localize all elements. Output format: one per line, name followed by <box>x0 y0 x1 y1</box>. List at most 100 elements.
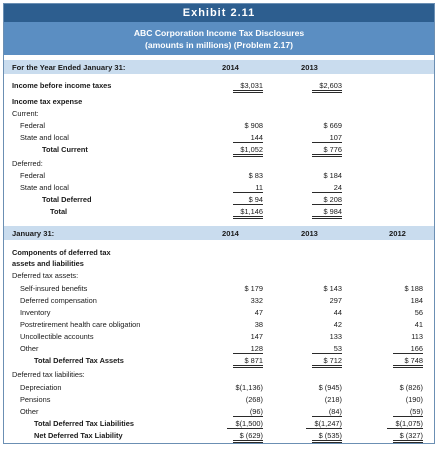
value-2013: $ (535) <box>312 431 342 443</box>
table-row: Self-insured benefits $ 179 $ 143 $ 188 <box>4 283 434 295</box>
value-2012: $ 188 <box>404 284 424 293</box>
value-2014: 47 <box>254 308 263 317</box>
value-2014: $ (629) <box>233 431 263 443</box>
value-2014: 332 <box>250 296 263 305</box>
value-2012: $ (327) <box>393 431 423 443</box>
row-label: Deferred tax liabilities: <box>12 370 85 379</box>
table-row: Income tax expense <box>4 96 434 108</box>
value-2014: 128 <box>233 344 263 354</box>
table-row: Federal $ 908 $ 669 <box>4 120 434 132</box>
table-row: Deferred tax liabilities: <box>4 369 434 381</box>
exhibit-title: Exhibit 2.11 <box>4 4 434 22</box>
row-label: Federal <box>20 121 46 130</box>
table-row: Other 128 53 166 <box>4 343 434 355</box>
value-2013: (84) <box>312 407 342 417</box>
value-2013: 42 <box>333 320 342 329</box>
row-label: Net Deferred Tax Liability <box>34 431 123 440</box>
value-2013: $ 184 <box>323 171 343 180</box>
exhibit-frame: Exhibit 2.11 ABC Corporation Income Tax … <box>3 3 435 444</box>
row-label: Components of deferred tax <box>12 248 111 257</box>
table-caption: ABC Corporation Income Tax Disclosures (… <box>4 22 434 55</box>
value-2013: 297 <box>329 296 342 305</box>
value-2013: (218) <box>324 395 342 404</box>
table-row: Federal $ 83 $ 184 <box>4 170 434 182</box>
row-label: Total Deferred Tax Liabilities <box>34 419 134 428</box>
row-label: Total Deferred Tax Assets <box>34 356 124 365</box>
value-2014: $ 83 <box>248 171 263 180</box>
row-label: Depreciation <box>20 383 62 392</box>
components-title-2: assets and liabilities <box>4 258 434 270</box>
value-2013: 24 <box>312 183 342 193</box>
table-row: State and local 11 24 <box>4 182 434 194</box>
table-row: Pensions (268) (218) (190) <box>4 394 434 406</box>
row-label: Total Current <box>42 145 88 154</box>
row-label: assets and liabilities <box>12 259 84 268</box>
section1-col-2014: 2014 <box>222 63 239 72</box>
value-2012: 166 <box>393 344 423 354</box>
section2-col-2012: 2012 <box>389 229 406 238</box>
value-2012: (190) <box>405 395 423 404</box>
value-2012: 184 <box>410 296 423 305</box>
table-row: Current: <box>4 108 434 120</box>
value-2013: $ 669 <box>323 121 343 130</box>
row-label: Deferred: <box>12 159 43 168</box>
value-2014: $1,146 <box>233 207 263 219</box>
section1-header: For the Year Ended January 31: 2014 2013 <box>4 60 434 74</box>
value-2014: $ 94 <box>233 195 263 205</box>
value-2014: 38 <box>254 320 263 329</box>
row-label: Uncollectible accounts <box>20 332 94 341</box>
section1-header-label: For the Year Ended January 31: <box>12 63 126 72</box>
value-2014: $ 871 <box>233 356 263 368</box>
value-2014: $1,052 <box>233 145 263 157</box>
row-label: Total <box>50 207 68 216</box>
section2-col-2014: 2014 <box>222 229 239 238</box>
table-row: Inventory 47 44 56 <box>4 307 434 319</box>
value-2013: $ 776 <box>312 145 342 157</box>
value-2013: $ 143 <box>323 284 343 293</box>
value-2014: 144 <box>233 133 263 143</box>
table-row: Postretirement health care obligation 38… <box>4 319 434 331</box>
section2-header: January 31: 2014 2013 2012 <box>4 226 434 240</box>
table-row: Depreciation $(1,136) $ (945) $ (826) <box>4 382 434 394</box>
table-row: Deferred tax assets: <box>4 270 434 282</box>
table-row: Income before income taxes $3,031 $2,603 <box>4 80 434 93</box>
table-row: Total Deferred $ 94 $ 208 <box>4 194 434 206</box>
value-2013: $(1,247) <box>306 419 342 429</box>
value-2014: (96) <box>233 407 263 417</box>
value-2013: $ 712 <box>312 356 342 368</box>
row-label: Postretirement health care obligation <box>20 320 141 329</box>
row-label: Other <box>20 407 39 416</box>
table-row: Total Current $1,052 $ 776 <box>4 144 434 157</box>
row-label: Pensions <box>20 395 51 404</box>
table-row: State and local 144 107 <box>4 132 434 144</box>
table-row: Uncollectible accounts 147 133 113 <box>4 331 434 343</box>
table-row: Deferred: <box>4 158 434 170</box>
row-label: Income before income taxes <box>12 81 112 90</box>
caption-line-1: ABC Corporation Income Tax Disclosures <box>133 28 305 38</box>
value-2012: 113 <box>411 332 423 341</box>
value-2014: $ 179 <box>244 284 264 293</box>
table-row: Total Deferred Tax Liabilities $(1,500) … <box>4 418 434 430</box>
section2-col-2013: 2013 <box>301 229 318 238</box>
row-label: Self-insured benefits <box>20 284 88 293</box>
table-row: Total Deferred Tax Assets $ 871 $ 712 $ … <box>4 355 434 368</box>
caption-line-2: (amounts in millions) (Problem 2.17) <box>144 40 294 50</box>
value-2013: 133 <box>329 332 342 341</box>
components-title-1: Components of deferred tax <box>4 247 434 259</box>
value-2012: $ 748 <box>393 356 423 368</box>
value-2014: $(1,136) <box>235 383 263 392</box>
value-2012: $(1,075) <box>387 419 423 429</box>
value-2014: (268) <box>245 395 263 404</box>
value-2013: $ (945) <box>318 383 342 392</box>
value-2014: $(1,500) <box>227 419 263 429</box>
row-label: Other <box>20 344 39 353</box>
row-label: Current: <box>12 109 39 118</box>
value-2013: $ 984 <box>312 207 342 219</box>
value-2014: $3,031 <box>233 81 263 93</box>
table-row: Other (96) (84) (59) <box>4 406 434 418</box>
value-2014: $ 908 <box>244 121 264 130</box>
value-2014: 147 <box>250 332 263 341</box>
section2-header-label: January 31: <box>12 229 55 238</box>
value-2013: $2,603 <box>312 81 342 93</box>
row-label: Deferred compensation <box>20 296 97 305</box>
